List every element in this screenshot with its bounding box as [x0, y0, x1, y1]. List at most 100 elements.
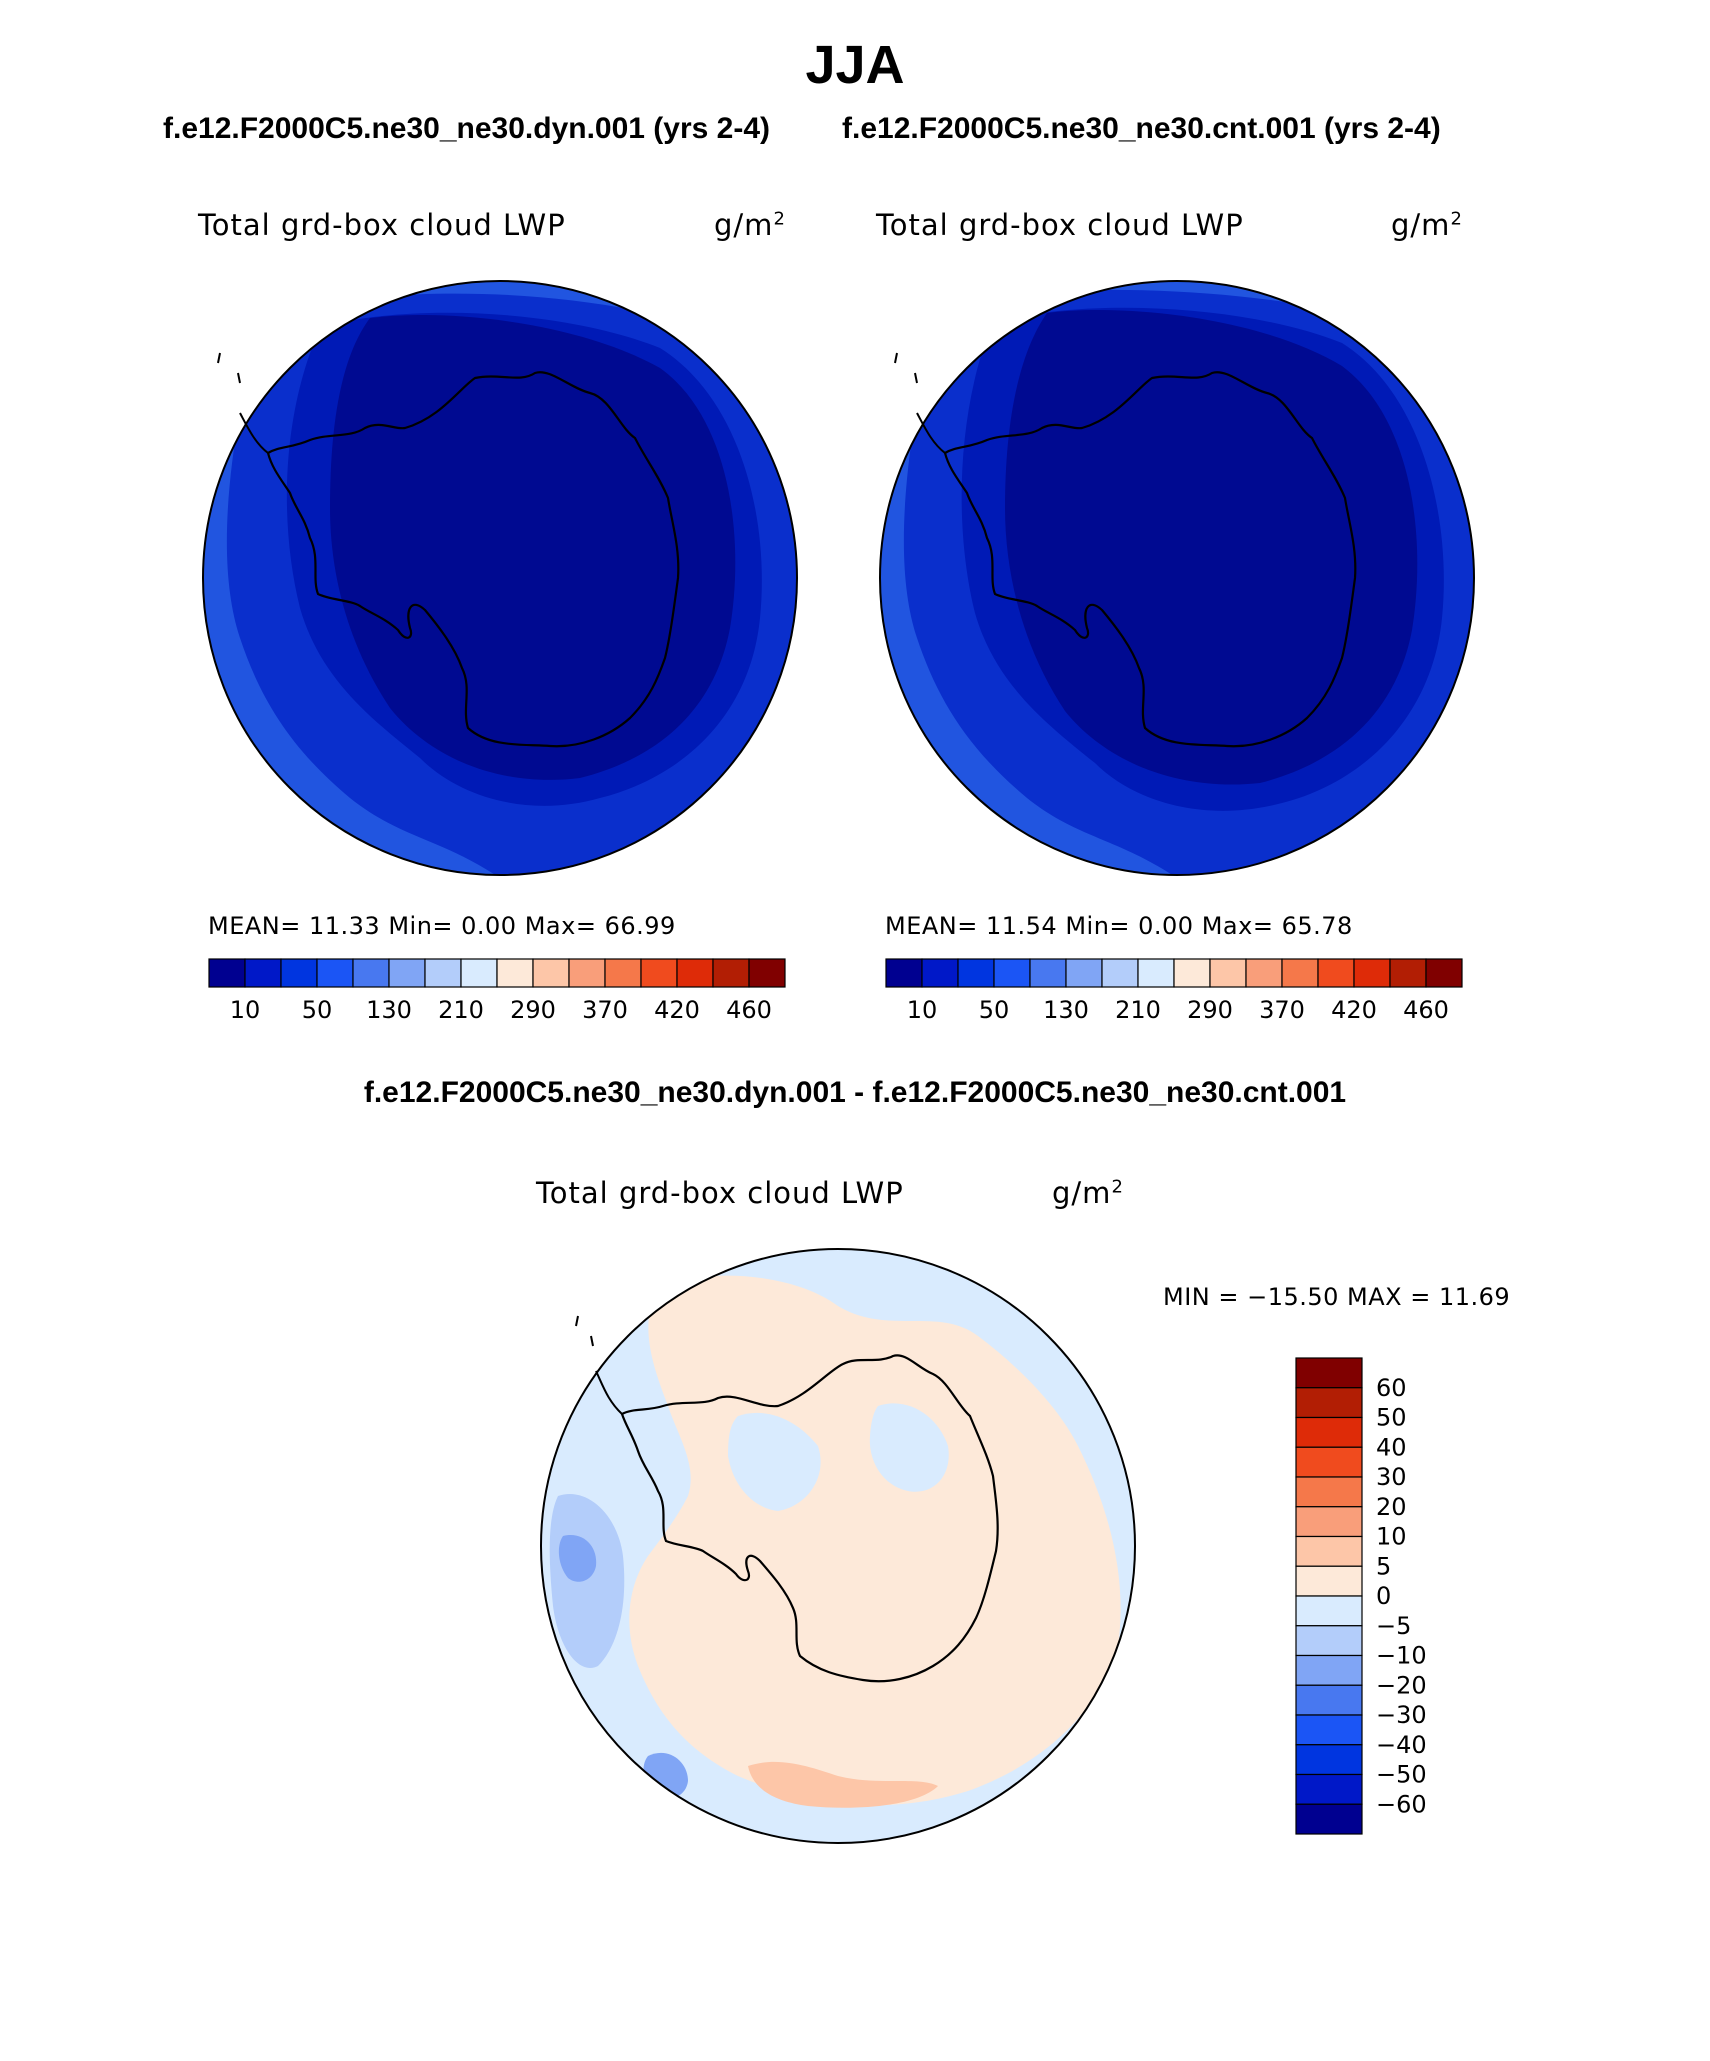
- colorbar-box: [280, 958, 318, 988]
- colorbar-tick-label: 460: [1403, 996, 1449, 1024]
- colorbar-box: [1065, 958, 1103, 988]
- difference-polar-map: [540, 1248, 1136, 1844]
- colorbar-box: [1295, 1506, 1363, 1538]
- antarctic-peninsula-outline: [217, 352, 269, 454]
- colorbar-box: [208, 958, 246, 988]
- case1-polar-map: [202, 280, 798, 876]
- case2-colorbar: 10 50 130 210 290 370 420 460: [885, 958, 1463, 1024]
- colorbar-tick-label: 30: [1376, 1463, 1407, 1491]
- diff-stats: MIN = −15.50 MAX = 11.69: [1163, 1283, 1511, 1311]
- colorbar-box: [712, 958, 750, 988]
- colorbar-box: [1295, 1625, 1363, 1657]
- colorbar-tick-label: 290: [510, 996, 556, 1024]
- colorbar-tick-label: 20: [1376, 1493, 1407, 1521]
- colorbar-tick-label: 210: [1115, 996, 1161, 1024]
- colorbar-tick-label: −5: [1376, 1612, 1411, 1640]
- colorbar-tick-label: 420: [654, 996, 700, 1024]
- colorbar-tick-label: 10: [1376, 1523, 1407, 1551]
- colorbar-labels: 10 50 130 210 290 370 420 460: [907, 996, 1449, 1024]
- colorbar-box: [316, 958, 354, 988]
- colorbar-box: [1295, 1595, 1363, 1627]
- colorbar-box: [1209, 958, 1247, 988]
- case2-units-label: g/m2: [1391, 208, 1463, 242]
- colorbar-box: [1295, 1357, 1363, 1389]
- colorbar-box: [424, 958, 462, 988]
- colorbar-tick-label: 130: [1043, 996, 1089, 1024]
- diff-negative-patch: [728, 1412, 821, 1511]
- antarctica-outline: [266, 371, 680, 748]
- colorbar-box: [1295, 1714, 1363, 1746]
- colorbar-tick-label: 5: [1376, 1552, 1391, 1580]
- colorbar-box: [1101, 958, 1139, 988]
- colorbar-tick-label: 10: [230, 996, 261, 1024]
- colorbar-box: [352, 958, 390, 988]
- antarctica-outline: [943, 371, 1357, 748]
- difference-title: f.e12.F2000C5.ne30_ne30.dyn.001 - f.e12.…: [363, 1076, 1347, 1109]
- colorbar-box: [957, 958, 995, 988]
- colorbar-box: [676, 958, 714, 988]
- map-boundary: [540, 1248, 1136, 1844]
- case1-units-label: g/m2: [714, 208, 786, 242]
- colorbar-box: [532, 958, 570, 988]
- case1-stats: MEAN= 11.33 Min= 0.00 Max= 66.99: [208, 912, 676, 940]
- colorbar-boxes: [1295, 1357, 1363, 1835]
- colorbar-boxes: [208, 958, 786, 988]
- colorbar-tick-label: 290: [1187, 996, 1233, 1024]
- interior-region: [330, 315, 736, 780]
- colorbar-box: [921, 958, 959, 988]
- case2-polar-map: [879, 280, 1475, 876]
- colorbar-box: [604, 958, 642, 988]
- colorbar-tick-label: 60: [1376, 1374, 1407, 1402]
- colorbar-tick-label: 40: [1376, 1433, 1407, 1461]
- colorbar-tick-label: 370: [1259, 996, 1305, 1024]
- colorbar-box: [1173, 958, 1211, 988]
- colorbar-tick-label: 460: [726, 996, 772, 1024]
- colorbar-box: [568, 958, 606, 988]
- colorbar-box: [1137, 958, 1175, 988]
- colorbar-box: [1295, 1535, 1363, 1567]
- colorbar-box: [1295, 1416, 1363, 1448]
- colorbar-box: [993, 958, 1031, 988]
- colorbar-tick-label: −60: [1376, 1790, 1427, 1818]
- colorbar-tick-label: 130: [366, 996, 412, 1024]
- colorbar-box: [1295, 1744, 1363, 1776]
- colorbar-box: [1389, 958, 1427, 988]
- case2-stats: MEAN= 11.54 Min= 0.00 Max= 65.78: [885, 912, 1353, 940]
- colorbar-box: [1295, 1803, 1363, 1835]
- colorbar-box: [1295, 1773, 1363, 1805]
- main-title: JJA: [805, 35, 905, 95]
- colorbar-tick-label: −50: [1376, 1761, 1427, 1789]
- colorbar-box: [388, 958, 426, 988]
- colorbar-box: [1425, 958, 1463, 988]
- colorbar-tick-label: 0: [1376, 1582, 1391, 1610]
- antarctic-peninsula-outline: [894, 352, 946, 454]
- colorbar-box: [1029, 958, 1067, 988]
- diff-positive-patch: [748, 1761, 938, 1808]
- colorbar-tick-label: −30: [1376, 1701, 1427, 1729]
- case1-colorbar: 10 50 130 210 290 370 420 460: [208, 958, 786, 1024]
- colorbar-box: [1295, 1446, 1363, 1478]
- colorbar-tick-label: 210: [438, 996, 484, 1024]
- map-boundary: [879, 280, 1475, 876]
- colorbar-tick-label: 10: [907, 996, 938, 1024]
- colorbar-box: [885, 958, 923, 988]
- colorbar-tick-label: 50: [979, 996, 1010, 1024]
- colorbar-tick-label: 370: [582, 996, 628, 1024]
- colorbar-box: [1295, 1387, 1363, 1419]
- colorbar-boxes: [885, 958, 1463, 988]
- case2-title: f.e12.F2000C5.ne30_ne30.cnt.001 (yrs 2-4…: [842, 112, 1441, 145]
- map-boundary: [202, 280, 798, 876]
- case1-variable-label: Total grd-box cloud LWP: [198, 208, 566, 242]
- colorbar-box: [1295, 1684, 1363, 1716]
- colorbar-tick-label: −40: [1376, 1731, 1427, 1759]
- colorbar-box: [244, 958, 282, 988]
- interior-region: [1005, 310, 1418, 785]
- colorbar-box: [1295, 1565, 1363, 1597]
- colorbar-box: [1295, 1476, 1363, 1508]
- diff-positive-region: [629, 1275, 1121, 1806]
- colorbar-labels: 10 50 130 210 290 370 420 460: [230, 996, 772, 1024]
- colorbar-tick-label: 420: [1331, 996, 1377, 1024]
- antarctic-peninsula-outline: [575, 1315, 623, 1415]
